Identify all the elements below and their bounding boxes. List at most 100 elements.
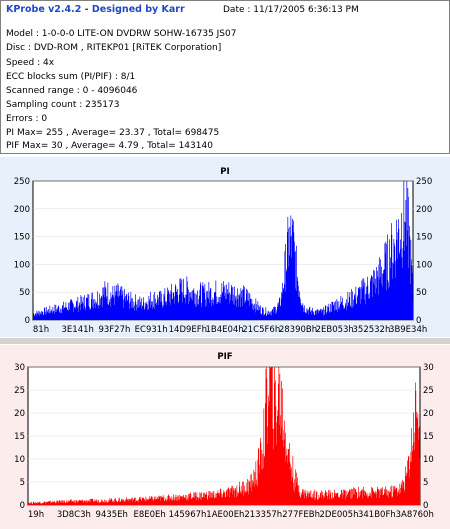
data-bar (394, 246, 396, 320)
data-bar (245, 490, 247, 505)
data-bar (159, 291, 160, 320)
data-bar (352, 497, 354, 505)
data-bar (246, 482, 248, 505)
data-bar (45, 503, 46, 505)
data-bar (158, 495, 160, 505)
data-bar (36, 503, 38, 505)
data-bar (390, 492, 391, 505)
data-bar (141, 500, 142, 505)
data-bar (317, 499, 318, 505)
data-bar (264, 313, 266, 320)
data-bar (239, 293, 241, 320)
data-bar (232, 300, 233, 320)
data-bar (374, 492, 376, 505)
data-bar (215, 497, 216, 505)
data-bar (307, 490, 309, 505)
data-bar (70, 300, 71, 320)
data-bar (105, 502, 106, 505)
data-bar (170, 498, 171, 505)
data-bar (401, 257, 403, 320)
data-bar (93, 299, 94, 320)
data-bar (85, 308, 87, 320)
data-bar (285, 244, 286, 320)
data-bar (51, 311, 53, 320)
data-bar (229, 292, 231, 320)
data-bar (151, 496, 152, 505)
x-tick-label: 3B9E34h (389, 325, 427, 335)
data-bar (97, 291, 98, 320)
panel-separator[interactable] (0, 338, 450, 344)
data-bar (354, 487, 355, 505)
data-bar (346, 299, 347, 320)
data-bar (43, 314, 44, 320)
data-bar (129, 498, 131, 505)
data-bar (91, 498, 92, 505)
data-bar (227, 495, 229, 505)
data-bar (47, 311, 48, 320)
data-bar (350, 490, 352, 505)
data-bar (138, 307, 139, 320)
data-bar (129, 500, 130, 505)
data-bar (276, 422, 277, 505)
data-bar (253, 469, 255, 505)
data-bar (274, 306, 275, 320)
data-bar (155, 298, 156, 320)
data-bar (128, 501, 129, 505)
data-bar (104, 297, 105, 320)
data-bar (132, 307, 134, 320)
data-bar (330, 311, 332, 320)
data-bar (89, 502, 90, 505)
data-bar (130, 301, 131, 320)
data-bar (158, 498, 159, 505)
data-bar (40, 502, 41, 505)
data-bar (178, 496, 179, 505)
data-bar (273, 306, 274, 320)
data-bar (294, 479, 295, 505)
data-bar (76, 499, 78, 505)
data-bar (142, 497, 143, 505)
data-bar (281, 292, 282, 320)
data-bar (83, 309, 84, 320)
data-bar (143, 497, 144, 505)
data-bar (193, 497, 194, 505)
data-bar (321, 490, 322, 505)
data-bar (118, 498, 120, 505)
data-bar (161, 301, 163, 320)
data-bar (199, 289, 201, 320)
data-bar (307, 309, 309, 320)
data-bar (288, 449, 290, 505)
data-bar (65, 502, 67, 505)
data-bar (262, 469, 263, 505)
data-bar (77, 307, 78, 320)
data-bar (65, 503, 66, 505)
data-bar (142, 305, 144, 320)
data-bar (101, 501, 102, 505)
data-bar (114, 304, 115, 320)
data-bar (229, 303, 230, 320)
data-bar (305, 312, 307, 320)
data-bar (267, 311, 269, 320)
data-bar (219, 492, 220, 505)
data-bar (131, 307, 133, 320)
data-bar (45, 502, 47, 505)
data-bar (398, 492, 399, 505)
data-bar (199, 492, 201, 505)
data-bar (283, 289, 285, 320)
data-bar (103, 502, 105, 505)
data-bar (112, 294, 113, 320)
data-bar (155, 500, 156, 505)
data-bar (68, 501, 69, 505)
data-bar (378, 294, 379, 320)
data-bar (362, 288, 363, 320)
data-bar (320, 493, 322, 505)
data-bar (343, 489, 344, 505)
data-bar (408, 267, 410, 320)
data-bar (400, 492, 401, 505)
data-bar (166, 500, 168, 505)
data-bar (304, 305, 305, 320)
data-bar (174, 496, 176, 505)
data-bar (192, 290, 193, 320)
data-bar (244, 303, 246, 320)
data-bar (397, 232, 399, 320)
data-bar (124, 502, 126, 505)
